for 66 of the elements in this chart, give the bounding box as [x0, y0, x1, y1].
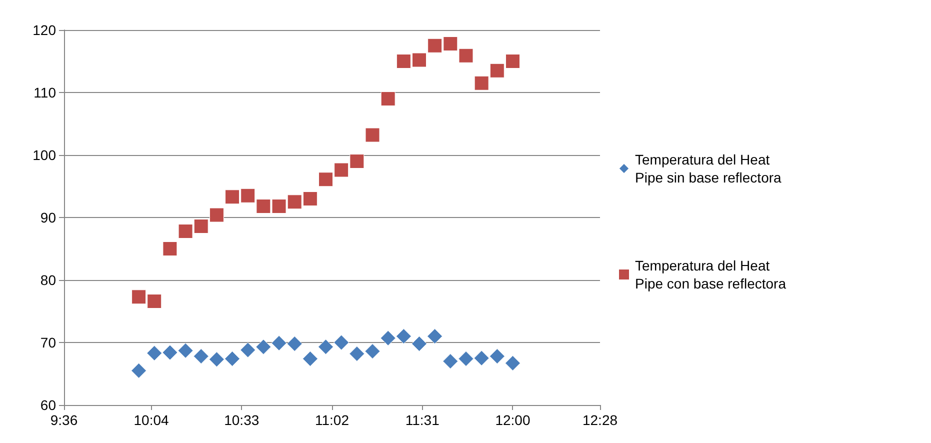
point	[147, 294, 162, 308]
point	[131, 362, 147, 378]
point	[427, 328, 443, 344]
y-tick-label: 80	[40, 272, 56, 288]
point	[443, 36, 458, 51]
x-tick-label: 10:33	[224, 412, 260, 428]
point	[178, 342, 194, 358]
y-tick-label: 100	[32, 147, 56, 163]
point	[318, 172, 334, 187]
point	[380, 92, 396, 106]
y-tick-label: 90	[40, 210, 56, 226]
point	[412, 336, 427, 352]
point	[240, 342, 256, 358]
point	[428, 38, 442, 53]
point	[412, 52, 426, 68]
point	[302, 351, 318, 366]
point	[365, 128, 380, 142]
point	[146, 345, 162, 361]
point	[334, 162, 349, 178]
point	[504, 355, 520, 371]
point	[272, 199, 286, 214]
x-tick-label: 12:28	[582, 412, 618, 428]
point	[256, 339, 272, 355]
point	[489, 348, 505, 364]
point	[490, 63, 504, 78]
x-tick-label: 10:04	[134, 412, 169, 428]
point	[505, 54, 520, 68]
point	[162, 344, 178, 360]
y-tick-label: 70	[40, 334, 56, 350]
point	[396, 328, 412, 344]
point	[224, 351, 240, 366]
point	[442, 354, 458, 369]
point	[286, 336, 302, 352]
legend-label: Temperatura del Heat Pipe con base reflectora	[635, 258, 786, 292]
x-tick-label: 11:02	[314, 412, 350, 428]
point	[380, 330, 396, 346]
point	[162, 242, 178, 256]
point	[458, 48, 474, 63]
y-tick-label: 60	[40, 397, 56, 413]
point	[271, 335, 287, 351]
point	[349, 346, 365, 362]
legend-label: Temperatura del Heat Pipe sin base reflectora	[635, 152, 782, 186]
x-tick-label: 9:36	[50, 412, 78, 428]
point	[396, 54, 411, 68]
point	[132, 290, 146, 304]
point	[474, 76, 489, 90]
x-tick-label: 11:31	[405, 412, 440, 428]
point	[474, 350, 490, 366]
point	[178, 224, 193, 238]
y-tick-label: 120	[32, 22, 56, 38]
point	[209, 208, 224, 222]
point	[287, 194, 302, 210]
point	[318, 339, 334, 355]
point	[458, 351, 474, 366]
point	[350, 154, 364, 168]
point	[193, 348, 209, 364]
x-tick-label: 12:00	[495, 412, 530, 428]
point	[364, 344, 380, 359]
point	[208, 352, 224, 368]
point	[334, 334, 350, 350]
point	[194, 219, 208, 234]
point	[225, 190, 240, 204]
point	[302, 192, 318, 206]
point	[240, 188, 256, 203]
point	[256, 199, 271, 214]
y-tick-label: 110	[34, 84, 56, 100]
